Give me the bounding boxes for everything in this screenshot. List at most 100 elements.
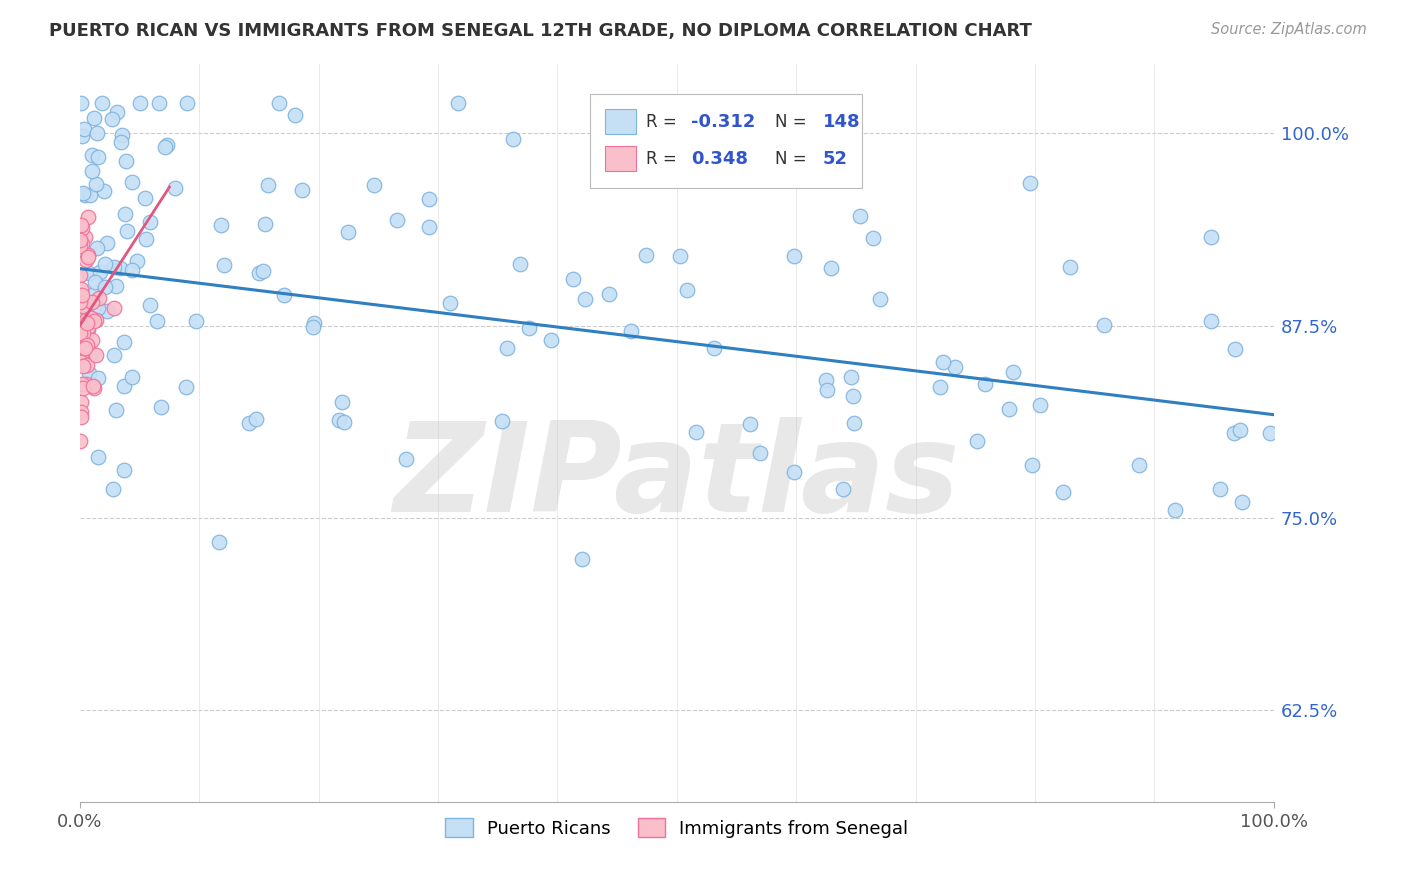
- Point: [82, 379, 104, 393]
- Point: [820, 260, 842, 275]
- FancyBboxPatch shape: [589, 94, 862, 188]
- Point: [84, 285, 107, 300]
- Point: [998, 401, 1021, 416]
- Point: [114, 154, 136, 169]
- Point: [439, 296, 461, 310]
- Point: [418, 219, 440, 234]
- Point: [69, 317, 91, 331]
- Point: [814, 373, 837, 387]
- Point: [83, 111, 105, 125]
- Point: [238, 416, 260, 430]
- Point: [302, 316, 325, 330]
- Point: [815, 383, 838, 397]
- Point: [72, 186, 94, 200]
- Point: [79, 310, 101, 324]
- Point: [134, 191, 156, 205]
- Point: [256, 178, 278, 193]
- Point: [105, 278, 128, 293]
- Text: PUERTO RICAN VS IMMIGRANTS FROM SENEGAL 12TH GRADE, NO DIPLOMA CORRELATION CHART: PUERTO RICAN VS IMMIGRANTS FROM SENEGAL …: [49, 22, 1032, 40]
- Point: [101, 482, 124, 496]
- Point: [72, 333, 94, 347]
- Point: [75, 253, 97, 268]
- Point: [932, 355, 955, 369]
- Point: [330, 395, 353, 409]
- Point: [156, 137, 179, 152]
- Point: [209, 218, 232, 232]
- Point: [87, 371, 110, 385]
- Legend: Puerto Ricans, Immigrants from Senegal: Puerto Ricans, Immigrants from Senegal: [439, 811, 915, 845]
- Point: [70, 237, 93, 252]
- Point: [862, 231, 884, 245]
- Point: [69, 268, 91, 282]
- Point: [1052, 484, 1074, 499]
- Text: N =: N =: [775, 112, 811, 130]
- Text: N =: N =: [775, 150, 811, 168]
- Point: [104, 403, 127, 417]
- Point: [83, 381, 105, 395]
- Point: [139, 215, 162, 229]
- Point: [69, 405, 91, 419]
- Point: [1222, 426, 1244, 441]
- Point: [269, 95, 291, 110]
- Point: [1029, 398, 1052, 412]
- Point: [385, 213, 408, 227]
- Point: [75, 308, 97, 322]
- Point: [966, 434, 988, 449]
- Point: [70, 129, 93, 144]
- Point: [69, 219, 91, 233]
- Point: [72, 380, 94, 394]
- Point: [685, 425, 707, 439]
- Point: [69, 295, 91, 310]
- Point: [163, 181, 186, 195]
- Point: [75, 327, 97, 342]
- Point: [76, 247, 98, 261]
- Point: [337, 225, 360, 239]
- Text: 148: 148: [823, 112, 860, 130]
- Point: [76, 338, 98, 352]
- Point: [70, 377, 93, 392]
- Point: [93, 184, 115, 198]
- Point: [842, 388, 865, 402]
- Point: [831, 482, 853, 496]
- Point: [77, 251, 100, 265]
- Point: [105, 104, 128, 119]
- Point: [849, 209, 872, 223]
- Text: R =: R =: [645, 150, 682, 168]
- Point: [112, 463, 135, 477]
- Point: [150, 400, 173, 414]
- Point: [733, 95, 755, 110]
- Point: [75, 337, 97, 351]
- Point: [80, 311, 103, 326]
- Point: [76, 359, 98, 373]
- Point: [75, 341, 97, 355]
- Point: [273, 287, 295, 301]
- Point: [75, 188, 97, 202]
- Point: [115, 224, 138, 238]
- Point: [89, 265, 111, 279]
- Point: [676, 283, 699, 297]
- Point: [75, 313, 97, 327]
- Point: [174, 379, 197, 393]
- Point: [1128, 458, 1150, 473]
- Point: [94, 257, 117, 271]
- Point: [509, 257, 531, 271]
- Point: [447, 95, 470, 110]
- Point: [77, 366, 100, 380]
- FancyBboxPatch shape: [605, 109, 637, 134]
- Point: [69, 326, 91, 341]
- Point: [82, 163, 104, 178]
- Point: [73, 342, 96, 356]
- Point: [70, 229, 93, 244]
- Point: [70, 221, 93, 235]
- Point: [598, 286, 620, 301]
- Point: [1001, 365, 1024, 379]
- Point: [69, 355, 91, 369]
- Point: [103, 348, 125, 362]
- Point: [783, 465, 806, 479]
- Point: [76, 316, 98, 330]
- Point: [184, 314, 207, 328]
- Point: [668, 249, 690, 263]
- Point: [491, 414, 513, 428]
- Point: [1092, 318, 1115, 333]
- Point: [91, 95, 114, 110]
